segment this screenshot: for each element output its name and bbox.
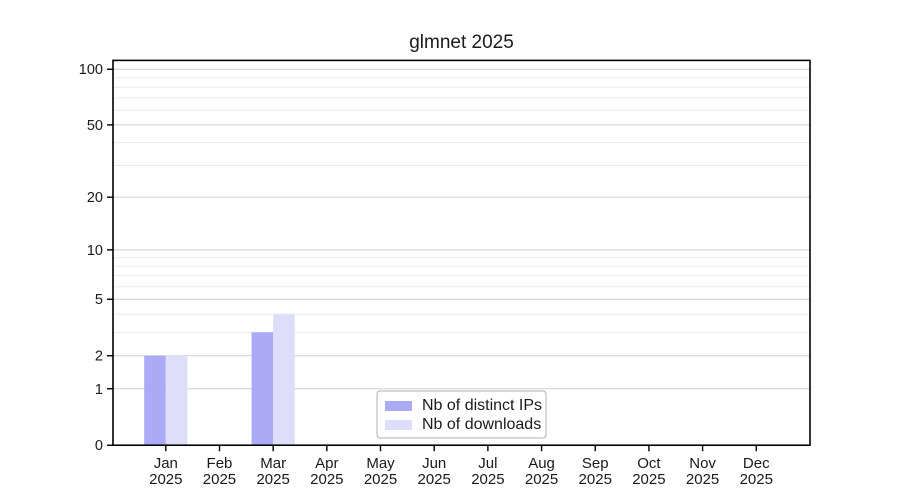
svg-text:Nb of distinct IPs: Nb of distinct IPs xyxy=(422,397,542,414)
svg-text:2025: 2025 xyxy=(579,471,612,488)
svg-text:5: 5 xyxy=(95,292,103,308)
svg-text:Nov: Nov xyxy=(689,455,716,472)
svg-text:Nb of downloads: Nb of downloads xyxy=(422,416,541,433)
svg-text:Feb: Feb xyxy=(207,455,233,472)
svg-text:Jan: Jan xyxy=(154,455,178,472)
svg-text:Mar: Mar xyxy=(260,455,286,472)
svg-text:1: 1 xyxy=(95,382,103,398)
svg-text:0: 0 xyxy=(95,438,103,454)
svg-text:Jul: Jul xyxy=(478,455,497,472)
svg-text:Sep: Sep xyxy=(582,455,609,472)
svg-text:2025: 2025 xyxy=(364,471,397,488)
svg-text:2025: 2025 xyxy=(471,471,504,488)
svg-text:Aug: Aug xyxy=(528,455,555,472)
svg-text:Jun: Jun xyxy=(422,455,446,472)
svg-text:Oct: Oct xyxy=(637,455,661,472)
svg-text:glmnet 2025: glmnet 2025 xyxy=(409,32,514,53)
svg-text:2025: 2025 xyxy=(525,471,558,488)
svg-text:2025: 2025 xyxy=(203,471,236,488)
svg-text:2025: 2025 xyxy=(310,471,343,488)
svg-text:2: 2 xyxy=(95,349,103,365)
svg-text:10: 10 xyxy=(87,243,103,259)
svg-text:Apr: Apr xyxy=(315,455,338,472)
svg-text:2025: 2025 xyxy=(149,471,182,488)
svg-text:Dec: Dec xyxy=(743,455,770,472)
svg-text:50: 50 xyxy=(87,118,103,134)
svg-text:2025: 2025 xyxy=(418,471,451,488)
svg-text:2025: 2025 xyxy=(740,471,773,488)
svg-text:2025: 2025 xyxy=(686,471,719,488)
svg-text:2025: 2025 xyxy=(256,471,289,488)
svg-text:2025: 2025 xyxy=(632,471,665,488)
svg-text:May: May xyxy=(366,455,395,472)
svg-text:20: 20 xyxy=(87,190,103,206)
svg-text:100: 100 xyxy=(79,62,103,78)
